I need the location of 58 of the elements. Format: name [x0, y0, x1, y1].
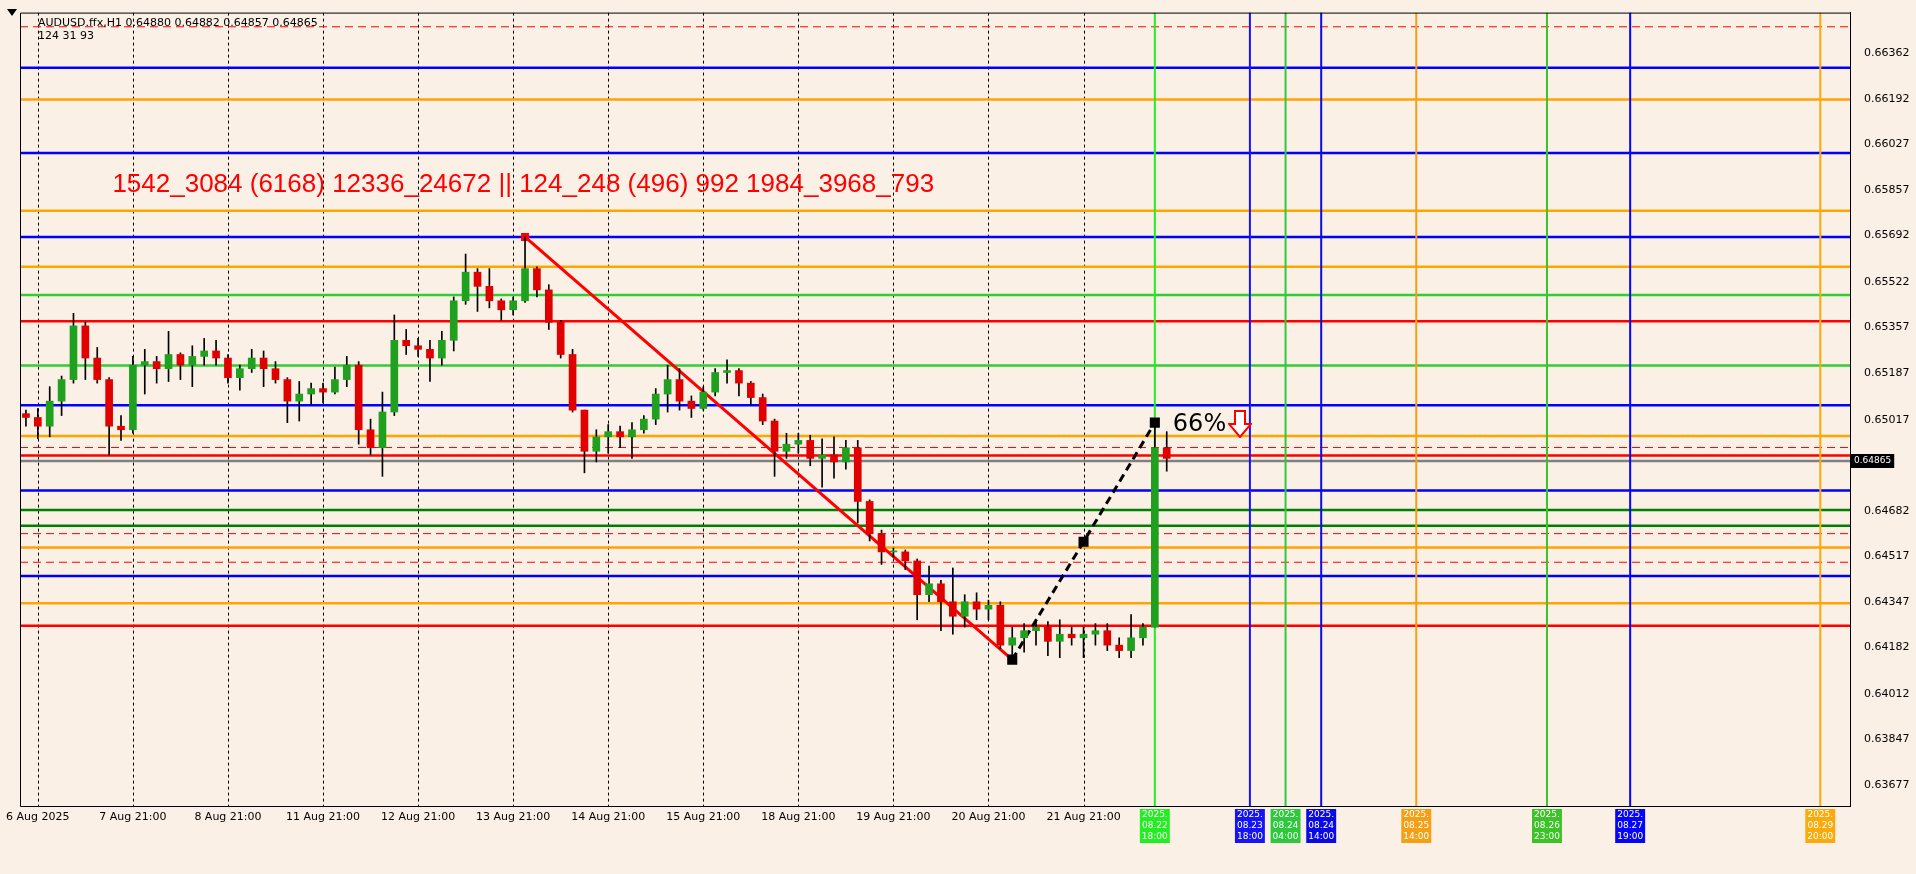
candlestick	[402, 329, 411, 355]
x-tick-label: 21 Aug 21:00	[1046, 809, 1121, 823]
x-tick-label: 14 Aug 21:00	[571, 809, 646, 823]
x-tick-label: 11 Aug 21:00	[285, 809, 361, 823]
x-tick-label: 8 Aug 21:00	[194, 809, 262, 823]
text: 124 31 93	[38, 28, 94, 42]
candlestick	[949, 567, 957, 635]
point	[1149, 417, 1160, 428]
ref-line-label: 0.64865	[1854, 455, 1892, 466]
y-tick-label: 0.64012	[1864, 686, 1910, 700]
y-tick-label: 0.66027	[1864, 137, 1910, 151]
x-tick-label: 2025.08.26 23:00	[1534, 809, 1561, 842]
x-tick-label: 2025.08.29 20:00	[1807, 809, 1834, 842]
y-tick-label: 0.63847	[1864, 731, 1910, 745]
y-tick-label: 0.65692	[1864, 228, 1910, 242]
x-tick-label: 15 Aug 21:00	[666, 809, 741, 823]
annotation: 66%	[1172, 408, 1227, 437]
x-tick-label: 12 Aug 21:00	[381, 809, 456, 823]
candlestick	[723, 359, 731, 384]
x-tick-label: 13 Aug 21:00	[476, 809, 551, 823]
x-tick-label: 19 Aug 21:00	[856, 809, 931, 823]
candlestick	[117, 415, 125, 441]
y-tick-label: 0.65357	[1864, 319, 1910, 333]
candlestick	[1020, 623, 1028, 653]
candlestick	[200, 338, 209, 366]
y-tick-label: 0.65017	[1864, 412, 1910, 426]
y-tick-label: 0.63677	[1864, 777, 1910, 791]
y-tick-label: 0.65857	[1864, 183, 1910, 197]
candlestick	[188, 345, 197, 387]
candlestick	[1055, 619, 1064, 659]
y-tick-label: 0.66362	[1864, 45, 1910, 59]
y-tick-label: 0.66192	[1864, 92, 1910, 106]
x-tick-label: 2025.08.27 19:00	[1617, 809, 1644, 842]
x-tick-label: 20 Aug 21:00	[951, 809, 1026, 823]
y-tick-label: 0.65522	[1864, 274, 1910, 288]
candlestick	[295, 381, 304, 422]
chart-title: AUDUSD.ffx,H1 0.64880 0.64882 0.64857 0.64865	[38, 15, 318, 29]
x-tick-label: 2025.08.22 18:00	[1141, 809, 1169, 842]
x-tick-label: 2025.08.23 18:00	[1236, 809, 1264, 842]
candlestick	[830, 436, 838, 479]
x-tick-label: 18 Aug 21:00	[761, 809, 836, 823]
candlestick	[818, 438, 826, 488]
point	[1078, 536, 1089, 547]
y-tick-label: 0.64182	[1864, 640, 1910, 654]
candlestick	[426, 339, 434, 382]
y-tick-label: 0.64682	[1864, 503, 1910, 517]
candlestick	[628, 422, 636, 459]
x-tick-label: 2025.08.25 14:00	[1403, 809, 1430, 842]
x-tick-label: 7 Aug 21:00	[99, 809, 167, 823]
y-tick-label: 0.64517	[1864, 548, 1910, 562]
annotation: 1542_3084 (6168) 12336_24672 || 124_248 (496) 992 1984_3968_793	[112, 167, 935, 198]
candlestick	[140, 348, 149, 395]
x-tick-label: 2025.08.24 14:00	[1308, 809, 1335, 842]
x-tick-label: 6 Aug 2025	[6, 809, 70, 823]
y-tick-label: 0.64347	[1864, 595, 1910, 609]
x-tick-label: 2025.08.24 04:00	[1272, 809, 1299, 842]
y-tick-label: 0.65187	[1864, 366, 1910, 380]
candlestick	[1032, 619, 1040, 646]
